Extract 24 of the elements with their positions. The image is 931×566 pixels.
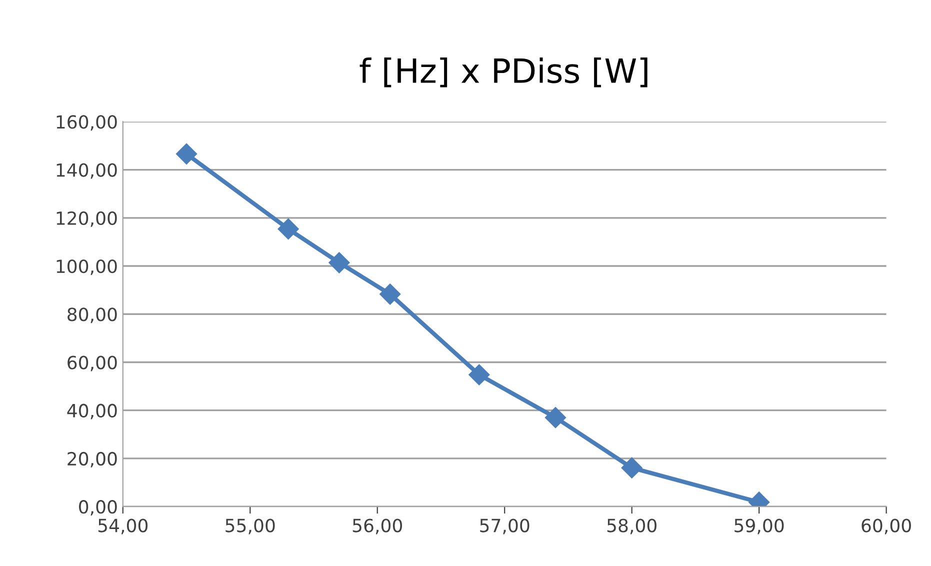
point — [468, 364, 490, 386]
point — [544, 407, 566, 428]
point — [328, 252, 350, 274]
y-tick-label: 0,00 — [79, 500, 117, 516]
x-tick-label: 60,00 — [862, 518, 911, 534]
y-tick-label: 60,00 — [68, 356, 117, 372]
point — [380, 284, 401, 305]
x-tick-label: 57,00 — [480, 518, 530, 534]
point — [621, 457, 642, 478]
y-tick-label: 80,00 — [68, 308, 117, 324]
x-tick-label: 56,00 — [352, 518, 402, 534]
y-tick-label: 140,00 — [56, 163, 117, 179]
x-tick-label: 59,00 — [734, 518, 784, 534]
y-tick-label: 20,00 — [68, 452, 117, 468]
x-tick-label: 54,00 — [98, 518, 148, 534]
y-tick-label: 160,00 — [56, 115, 117, 131]
x-tick-label: 58,00 — [607, 518, 656, 534]
point — [176, 143, 198, 164]
point — [278, 218, 299, 240]
chart-title: f [Hz] x PDiss [W] — [360, 57, 648, 88]
y-tick-label: 100,00 — [56, 259, 117, 275]
x-tick-label: 55,00 — [226, 518, 275, 534]
y-tick-label: 120,00 — [56, 211, 117, 227]
y-tick-label: 40,00 — [67, 404, 117, 420]
